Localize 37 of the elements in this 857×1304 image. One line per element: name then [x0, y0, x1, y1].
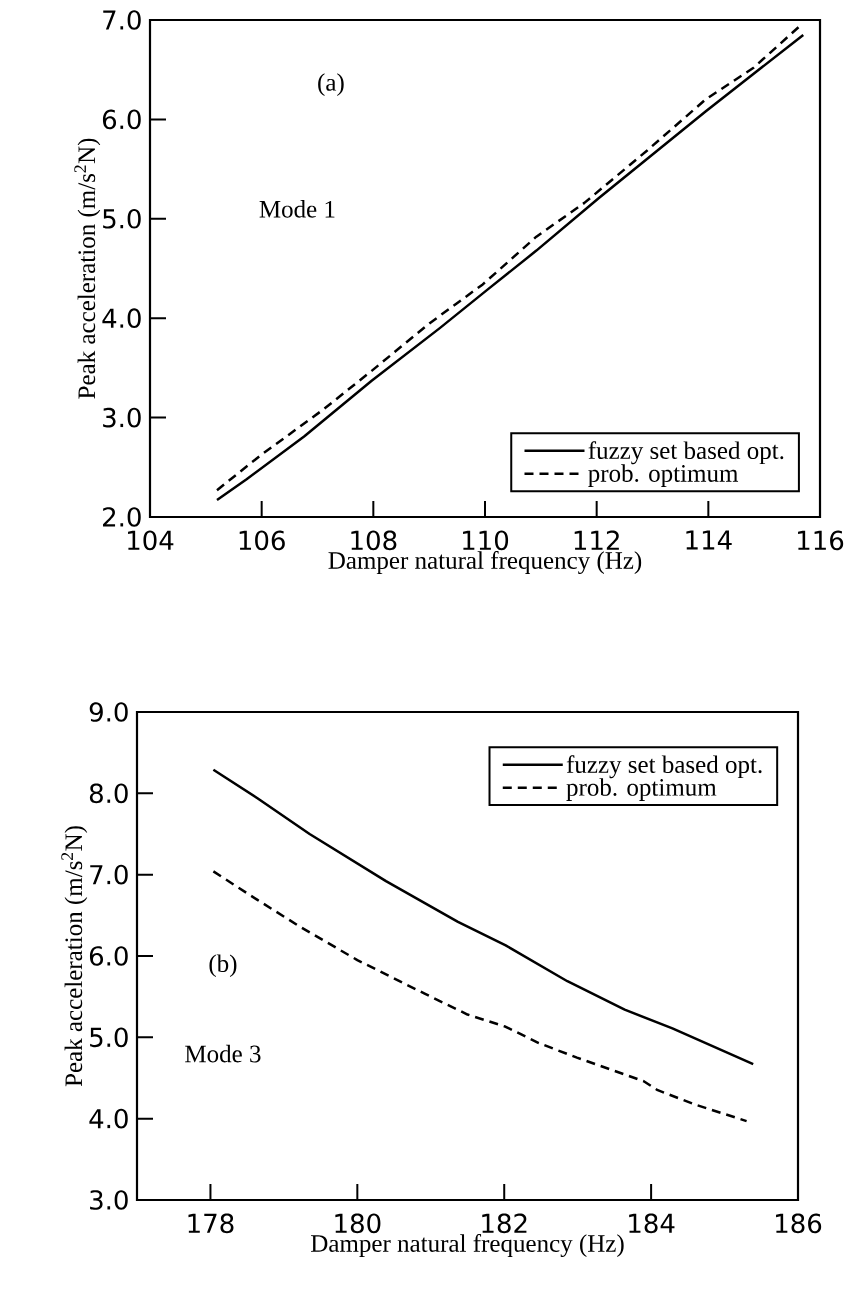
y-tick-label: 9.0: [89, 702, 128, 722]
y-axis-title: Peak acceleration (m/s$^{2}$N): [74, 138, 101, 399]
x-tick-label: 104: [128, 530, 174, 551]
x-tick-label: 110: [463, 530, 509, 551]
legend-label: prob. optimum: [566, 778, 717, 801]
annotation: Mode 1: [259, 200, 335, 218]
y-tick-label: 4.0: [102, 308, 141, 329]
y-tick-label: 5.0: [90, 1027, 128, 1048]
x-axis-title: Damper natural frequency (Hz): [311, 1234, 624, 1258]
x-axis-title: Damper natural frequency (Hz): [328, 551, 642, 575]
y-axis-title: Peak acceleration (m/s$^{2}$N): [61, 826, 88, 1087]
y-tick-label: 3.0: [90, 1190, 128, 1210]
x-tick-label: 116: [798, 530, 844, 551]
y-tick-label: 5.0: [103, 208, 141, 229]
x-tick-label: 186: [776, 1213, 822, 1234]
x-tick-label: 180: [335, 1213, 381, 1234]
x-tick-label: 108: [351, 530, 397, 551]
x-tick-label: 112: [574, 530, 619, 550]
x-tick-label: 182: [482, 1213, 527, 1234]
y-tick-label: 6.0: [102, 109, 141, 130]
annotation: (b): [209, 954, 237, 978]
y-tick-label: 3.0: [103, 407, 141, 428]
y-tick-label: 7.0: [90, 864, 128, 885]
x-tick-label: 184: [629, 1213, 675, 1234]
x-tick-label: 114: [686, 530, 732, 550]
y-tick-label: 2.0: [103, 507, 141, 527]
annotation: Mode 3: [185, 1044, 261, 1063]
legend-label: fuzzy set based opt.: [566, 755, 762, 779]
annotation: (a): [318, 73, 344, 96]
x-tick-label: 106: [239, 530, 285, 551]
y-tick-label: 8.0: [89, 783, 128, 804]
y-tick-label: 7.0: [103, 10, 141, 30]
x-tick-label: 178: [188, 1213, 234, 1234]
legend-label: prob. optimum: [588, 464, 739, 487]
y-tick-label: 4.0: [89, 1108, 128, 1129]
legend-label: fuzzy set based opt.: [588, 441, 784, 465]
y-tick-label: 6.0: [89, 946, 128, 966]
